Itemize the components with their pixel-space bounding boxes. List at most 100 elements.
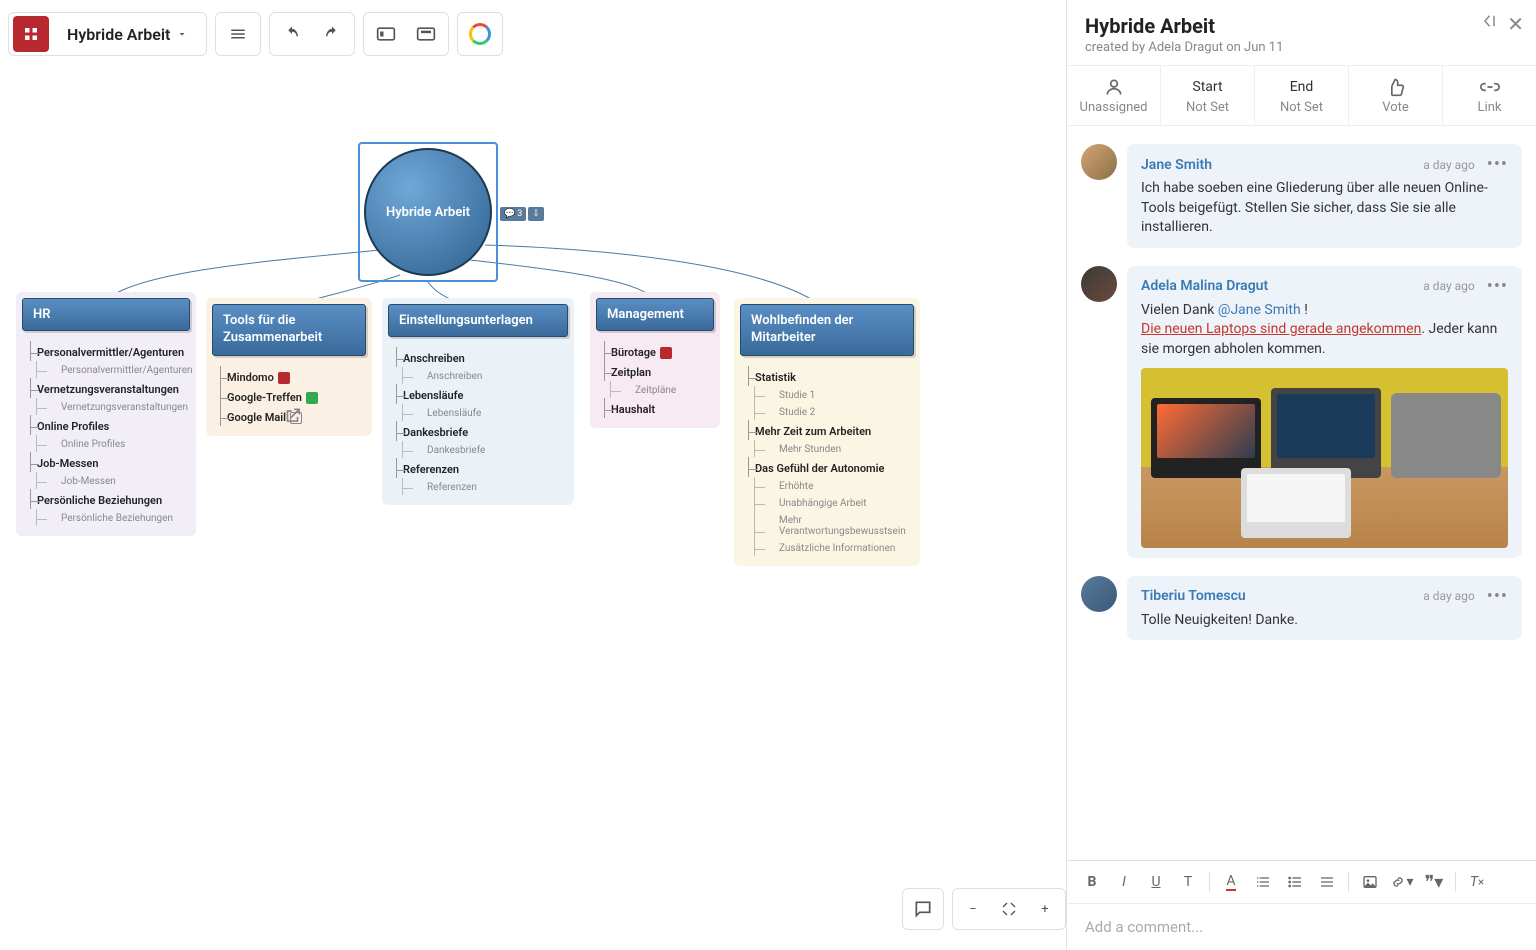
comment-more-button[interactable]: ••• xyxy=(1487,276,1508,297)
layout-button-1[interactable] xyxy=(368,16,404,52)
zoom-in-button[interactable]: + xyxy=(1027,891,1063,927)
mention[interactable]: @Jane Smith xyxy=(1218,302,1301,318)
central-node[interactable]: Hybride Arbeit xyxy=(364,148,492,276)
theme-button[interactable] xyxy=(462,16,498,52)
branch-item[interactable]: Mehr Zeit zum Arbeiten xyxy=(748,420,912,440)
branch-subitem[interactable]: Anschreiben xyxy=(402,367,566,384)
align-button[interactable] xyxy=(1312,867,1342,897)
branch-subitem[interactable]: Zeitpläne xyxy=(610,381,712,398)
branch-subitem[interactable]: Studie 2 xyxy=(754,403,912,420)
central-node-selection[interactable]: Hybride Arbeit xyxy=(358,142,498,282)
attachment-badge[interactable]: ⇩ xyxy=(528,207,544,221)
branch-subitem[interactable]: Dankesbriefe xyxy=(402,441,566,458)
branch-mgmt[interactable]: Management BürotageZeitplanZeitpläneHaush… xyxy=(590,292,720,428)
branch-item[interactable]: Dankesbriefe xyxy=(396,421,566,441)
branch-item[interactable]: Mindomo xyxy=(220,366,364,386)
node-badges: 💬3 ⇩ xyxy=(500,207,544,221)
meta-cell-link[interactable]: Link xyxy=(1443,66,1536,125)
meta-cell-unassigned[interactable]: Unassigned xyxy=(1067,66,1161,125)
branch-subitem[interactable]: Unabhängige Arbeit xyxy=(754,494,912,511)
branch-subitem[interactable]: Erhöhte xyxy=(754,477,912,494)
branch-item[interactable]: Lebensläufe xyxy=(396,384,566,404)
meta-cell-not-set[interactable]: EndNot Set xyxy=(1255,66,1349,125)
text-size-button[interactable]: T xyxy=(1173,867,1203,897)
comment-image[interactable] xyxy=(1141,368,1508,548)
branch-subitem[interactable]: Vernetzungsveranstaltungen xyxy=(36,398,188,415)
branch-item[interactable]: Anschreiben xyxy=(396,347,566,367)
layout-button-2[interactable] xyxy=(408,16,444,52)
zoom-out-button[interactable]: − xyxy=(955,891,991,927)
external-link-icon xyxy=(290,412,302,424)
branch-subitem[interactable]: Studie 1 xyxy=(754,386,912,403)
comment-link[interactable]: Die neuen Laptops sind gerade angekommen xyxy=(1141,321,1421,337)
undo-button[interactable] xyxy=(274,16,310,52)
comment-avatar[interactable] xyxy=(1081,144,1117,180)
comment-more-button[interactable]: ••• xyxy=(1487,154,1508,175)
branch-item[interactable]: Statistik xyxy=(748,366,912,386)
branch-subitem[interactable]: Lebensläufe xyxy=(402,404,566,421)
branch-items: BürotageZeitplanZeitpläneHaushalt xyxy=(596,337,714,418)
comments-toggle-button[interactable] xyxy=(905,891,941,927)
numbered-list-button[interactable] xyxy=(1248,867,1278,897)
branch-subitem[interactable]: Mehr Stunden xyxy=(754,440,912,457)
map-title-dropdown[interactable]: Hybride Arbeit xyxy=(53,25,202,44)
quote-button[interactable]: ❞▾ xyxy=(1419,867,1449,897)
clear-format-button[interactable]: T× xyxy=(1462,867,1492,897)
branch-item[interactable]: Personalvermittler/Agenturen xyxy=(30,341,188,361)
branch-tools[interactable]: Tools für die ZusammenarbeitMindomoGoogl… xyxy=(206,298,372,436)
comment-count-badge[interactable]: 💬3 xyxy=(500,207,526,221)
image-button[interactable] xyxy=(1355,867,1385,897)
branch-header[interactable]: Management xyxy=(596,298,714,331)
branch-hr[interactable]: HR Personalvermittler/AgenturenPersonalve… xyxy=(16,292,196,536)
branch-subitem[interactable]: Referenzen xyxy=(402,478,566,495)
link-button[interactable]: ▾ xyxy=(1387,867,1417,897)
branch-item[interactable]: Referenzen xyxy=(396,458,566,478)
branch-item[interactable]: Haushalt xyxy=(604,398,712,418)
branch-item[interactable]: Online Profiles xyxy=(30,415,188,435)
branch-subitem[interactable]: Personalvermittler/Agenturen xyxy=(36,361,188,378)
app-logo[interactable] xyxy=(13,16,49,52)
comment-author[interactable]: Adela Malina Dragut xyxy=(1141,278,1268,294)
branch-subitem[interactable]: Persönliche Beziehungen xyxy=(36,509,188,526)
branch-item[interactable]: Persönliche Beziehungen xyxy=(30,489,188,509)
meta-cell-not-set[interactable]: StartNot Set xyxy=(1161,66,1255,125)
comment-avatar[interactable] xyxy=(1081,576,1117,612)
branch-item[interactable]: Bürotage xyxy=(604,341,712,361)
comment-input[interactable]: Add a comment... xyxy=(1067,904,1536,950)
bold-button[interactable]: B xyxy=(1077,867,1107,897)
comment-more-button[interactable]: ••• xyxy=(1487,586,1508,607)
comment-author[interactable]: Tiberiu Tomescu xyxy=(1141,588,1246,604)
branch-docs[interactable]: Einstellungsunterlagen AnschreibenAnschre… xyxy=(382,298,574,505)
comment-avatar[interactable] xyxy=(1081,266,1117,302)
details-panel: Hybride Arbeit created by Adela Dragut o… xyxy=(1066,0,1536,950)
branch-item[interactable]: Das Gefühl der Autonomie xyxy=(748,457,912,477)
branch-subitem[interactable]: Job-Messen xyxy=(36,472,188,489)
fit-button[interactable] xyxy=(991,891,1027,927)
bullet-list-button[interactable] xyxy=(1280,867,1310,897)
theme-group xyxy=(457,12,503,56)
collapse-panel-button[interactable] xyxy=(1479,12,1497,36)
text-color-button[interactable]: A xyxy=(1216,867,1246,897)
branch-header[interactable]: Tools für die Zusammenarbeit xyxy=(212,304,366,356)
branch-wellbeing[interactable]: Wohlbefinden der MitarbeiterStatistikStu… xyxy=(734,298,920,566)
branch-subitem[interactable]: Mehr Verantwortungsbewusstsein xyxy=(754,511,912,539)
mindmap-canvas[interactable]: Hybride Arbeit 💬3 ⇩ HR Personalvermittler… xyxy=(0,70,936,950)
branch-item[interactable]: Zeitplan xyxy=(604,361,712,381)
panel-title: Hybride Arbeit xyxy=(1085,14,1518,38)
branch-header[interactable]: Wohlbefinden der Mitarbeiter xyxy=(740,304,914,356)
meta-cell-vote[interactable]: Vote xyxy=(1349,66,1443,125)
branch-item[interactable]: Google-Treffen xyxy=(220,386,364,406)
underline-button[interactable]: U xyxy=(1141,867,1171,897)
branch-subitem[interactable]: Online Profiles xyxy=(36,435,188,452)
close-panel-button[interactable]: ✕ xyxy=(1507,12,1524,36)
branch-item[interactable]: Job-Messen xyxy=(30,452,188,472)
branch-header[interactable]: HR xyxy=(22,298,190,331)
italic-button[interactable]: I xyxy=(1109,867,1139,897)
comment-author[interactable]: Jane Smith xyxy=(1141,157,1212,173)
branch-header[interactable]: Einstellungsunterlagen xyxy=(388,304,568,337)
branch-subitem[interactable]: Zusätzliche Informationen xyxy=(754,539,912,556)
menu-button[interactable] xyxy=(220,16,256,52)
branch-item[interactable]: Google Mail xyxy=(220,406,364,426)
redo-button[interactable] xyxy=(314,16,350,52)
branch-item[interactable]: Vernetzungsveranstaltungen xyxy=(30,378,188,398)
